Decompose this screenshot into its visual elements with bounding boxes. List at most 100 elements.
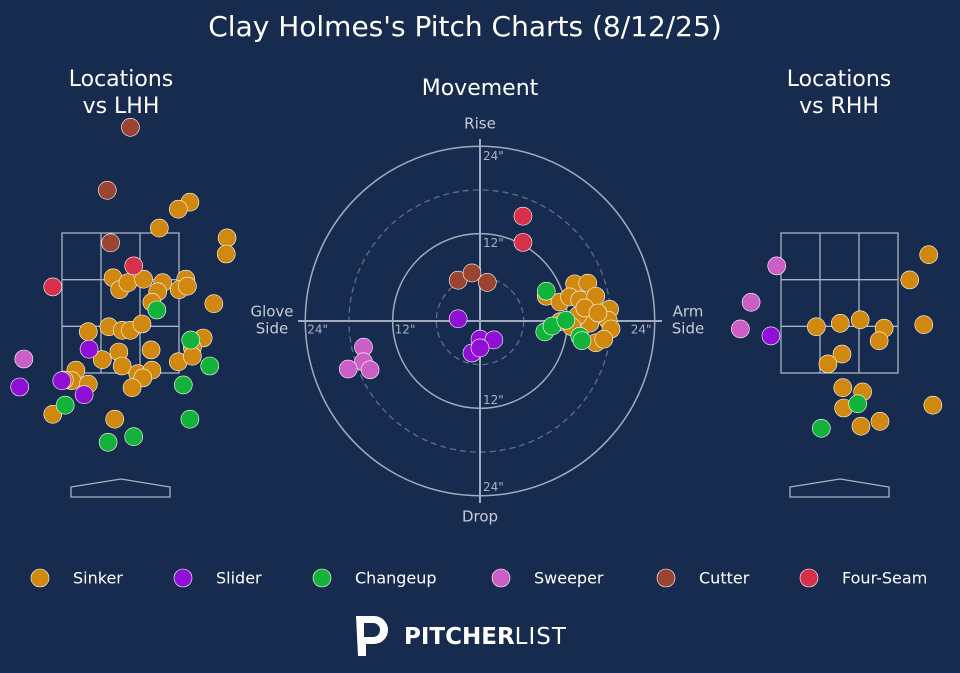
logo-bold: PITCHER	[404, 624, 515, 650]
strike-zone	[780, 232, 899, 498]
pitch	[919, 245, 939, 264]
pitch	[448, 309, 468, 329]
legend-item: Four-Seam	[799, 568, 927, 588]
ring-label: 12"	[483, 393, 504, 407]
legend-label: Cutter	[699, 569, 750, 588]
pitch	[112, 356, 132, 376]
pitch	[851, 416, 871, 436]
pitch	[470, 338, 490, 358]
pitch	[536, 281, 556, 301]
legend-marker	[491, 568, 511, 588]
pitch	[118, 273, 138, 293]
legend-label: Sinker	[73, 569, 123, 588]
pitch	[216, 244, 236, 264]
legend-marker	[173, 568, 193, 588]
pitch	[556, 310, 576, 330]
pitch	[831, 313, 850, 333]
legend-label: Changeup	[355, 569, 437, 588]
panel-title: Locations	[69, 67, 174, 92]
pitch	[134, 269, 153, 289]
pitch	[105, 409, 125, 429]
axis-label: Rise	[464, 115, 496, 133]
pitch	[204, 294, 224, 314]
pitch	[761, 326, 781, 346]
pitch	[200, 356, 220, 376]
pitch	[132, 314, 152, 334]
ring-label: 24"	[483, 149, 504, 163]
ring-label: 24"	[631, 323, 652, 337]
pitch	[169, 199, 188, 219]
legend-label: Slider	[216, 569, 262, 588]
pitch	[121, 118, 140, 137]
ring-label: 24"	[483, 480, 504, 494]
pitch	[869, 331, 889, 351]
ring-label: 24"	[307, 323, 328, 337]
panel-title: vs RHH	[799, 94, 879, 119]
legend-marker	[312, 568, 332, 588]
pitch	[767, 256, 787, 276]
pitch	[588, 303, 608, 323]
pitch	[848, 394, 867, 414]
pitch	[150, 218, 169, 238]
logo: PITCHERLIST	[356, 616, 567, 656]
axis-label: Glove	[250, 303, 293, 321]
axis-label: Arm	[673, 303, 704, 321]
pitch	[484, 330, 504, 350]
legend-label: Sweeper	[534, 569, 604, 588]
pitch	[477, 273, 497, 292]
panel-title: Movement	[422, 76, 539, 101]
logo-text: PITCHERLIST	[404, 624, 567, 650]
legend-marker	[799, 568, 819, 588]
legend-item: Slider	[173, 568, 262, 588]
legend-item: Changeup	[312, 568, 437, 588]
pitch	[731, 319, 750, 339]
legend-marker	[30, 568, 50, 588]
pitch	[850, 310, 870, 330]
pitch	[360, 360, 380, 380]
pitch	[181, 330, 201, 350]
legend-marker	[656, 568, 676, 588]
pitch	[55, 395, 75, 415]
pitch	[594, 329, 614, 349]
pitch	[43, 277, 63, 297]
pitch	[900, 270, 920, 290]
pitch	[741, 292, 761, 312]
pitch	[923, 395, 943, 415]
logo-light: LIST	[515, 624, 567, 650]
pitch	[147, 300, 167, 320]
pitch	[74, 385, 94, 405]
pitch	[818, 354, 838, 374]
pitch	[93, 350, 112, 370]
ring-label: 12"	[395, 323, 416, 337]
pitch	[178, 276, 197, 296]
pitch	[78, 322, 98, 342]
legend-label: Four-Seam	[842, 569, 927, 588]
ring-label: 12"	[483, 236, 504, 250]
pitch	[462, 263, 482, 283]
axis-label: Drop	[462, 508, 498, 526]
pitch	[338, 359, 358, 379]
pitch	[141, 340, 161, 360]
pitch	[122, 378, 142, 398]
pitch	[183, 346, 202, 366]
pitch	[79, 339, 99, 359]
pitch	[14, 349, 34, 369]
pitch	[832, 344, 852, 364]
pitch	[513, 233, 533, 252]
legend-item: Cutter	[656, 568, 750, 588]
pitch	[101, 233, 120, 253]
legend-item: Sweeper	[491, 568, 604, 588]
panel-title: vs LHH	[83, 94, 160, 119]
pitch	[572, 331, 592, 350]
chart-title: Clay Holmes's Pitch Charts (8/12/25)	[208, 10, 722, 43]
pitch	[870, 411, 890, 431]
panel-title: Locations	[787, 67, 892, 92]
pitch	[124, 427, 144, 447]
pitch	[180, 409, 200, 429]
legend-item: Sinker	[30, 568, 123, 588]
pitch	[173, 375, 193, 395]
pitch	[217, 228, 237, 248]
pitch	[52, 371, 72, 391]
pitch	[98, 432, 118, 452]
